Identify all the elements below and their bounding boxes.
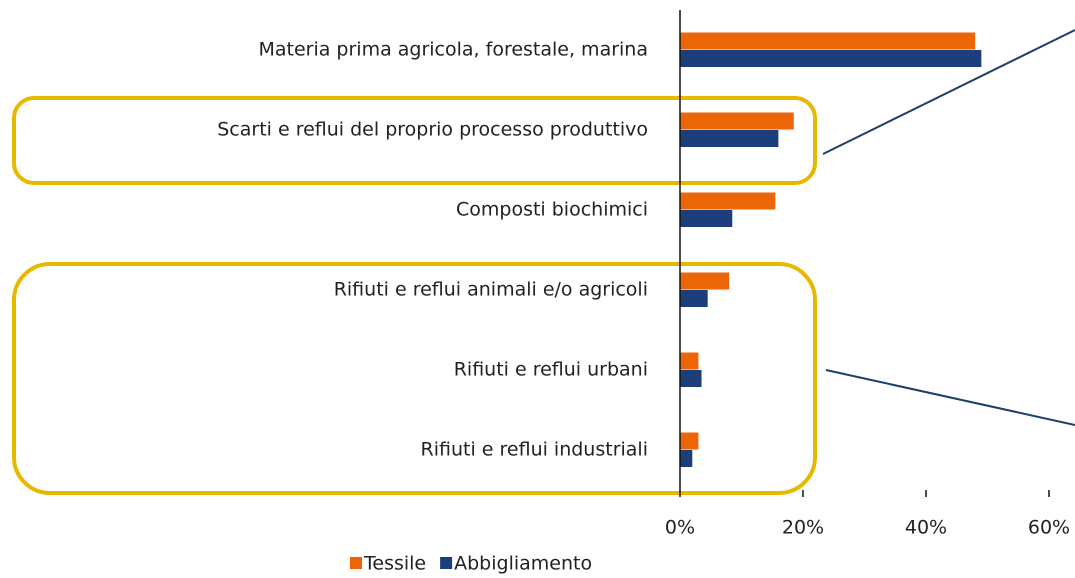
bar bbox=[680, 272, 730, 290]
bar bbox=[680, 450, 693, 467]
bar bbox=[680, 352, 699, 370]
legend-swatch bbox=[440, 557, 453, 569]
y-tick-label: Composti biochimici bbox=[456, 199, 648, 221]
bar bbox=[680, 370, 702, 387]
highlight-box bbox=[12, 262, 817, 495]
highlight-box bbox=[12, 96, 817, 185]
bar bbox=[680, 432, 699, 450]
y-tick-label: Scarti e reflui del proprio processo pro… bbox=[217, 119, 648, 141]
legend-label: Tessile bbox=[363, 553, 426, 575]
bar bbox=[680, 112, 794, 130]
legend-label: Abbigliamento bbox=[454, 553, 592, 575]
callout-line bbox=[822, 29, 1075, 155]
bar bbox=[680, 210, 733, 227]
x-tick-label: 60% bbox=[1028, 517, 1070, 539]
y-tick-label: Rifiuti e reflui industriali bbox=[421, 439, 648, 461]
bar bbox=[680, 130, 779, 147]
bar bbox=[680, 192, 776, 210]
callout-line bbox=[825, 369, 1075, 426]
x-tick-label: 20% bbox=[782, 517, 824, 539]
bar bbox=[680, 50, 982, 67]
x-tick-label: 40% bbox=[905, 517, 947, 539]
bar bbox=[680, 32, 976, 50]
legend-swatch bbox=[350, 557, 362, 569]
y-tick-label: Rifiuti e reflui urbani bbox=[454, 359, 648, 381]
y-tick-label: Rifiuti e reflui animali e/o agricoli bbox=[334, 279, 648, 301]
x-tick-label: 0% bbox=[665, 517, 695, 539]
bar bbox=[680, 290, 708, 307]
y-tick-label: Materia prima agricola, forestale, marin… bbox=[258, 39, 648, 61]
